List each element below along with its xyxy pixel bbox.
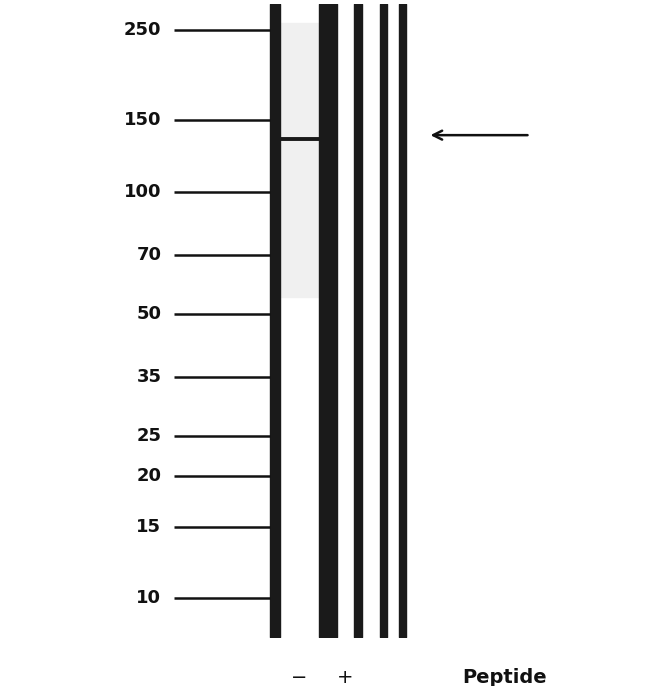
Text: +: + [337,668,354,686]
Text: 35: 35 [136,368,161,386]
Text: 20: 20 [136,466,161,485]
Text: −: − [291,668,307,686]
Text: 150: 150 [124,111,161,130]
Bar [280,23,318,298]
Text: 25: 25 [136,427,161,445]
Text: 100: 100 [124,183,161,201]
Text: 50: 50 [136,305,161,323]
Text: 15: 15 [136,517,161,536]
Text: Peptide: Peptide [462,668,547,686]
Text: 250: 250 [124,21,161,39]
Text: 70: 70 [136,246,161,264]
Text: 10: 10 [136,589,161,607]
